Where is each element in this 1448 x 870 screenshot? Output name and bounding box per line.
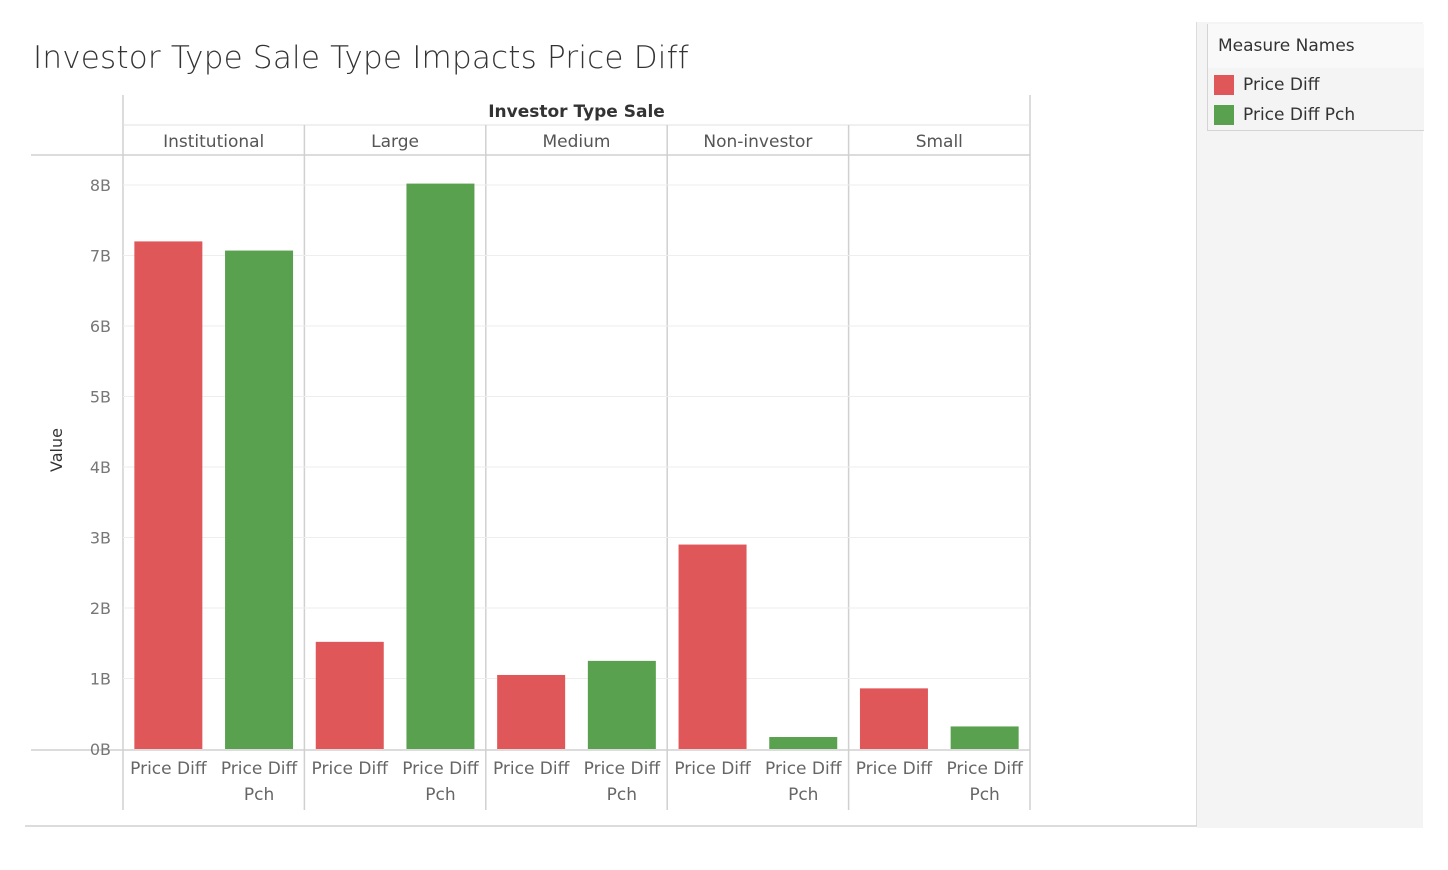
group-label-small: Small: [916, 132, 963, 152]
x-tick-label: Pch: [969, 785, 999, 805]
legend-item-price-diff[interactable]: Price Diff: [1214, 74, 1319, 96]
y-tick-label-6: 6B: [90, 317, 111, 336]
legend-swatch-price-diff: [1214, 75, 1234, 95]
x-tick-label: Pch: [425, 785, 455, 805]
x-tick-label: Price Diff: [946, 759, 1024, 779]
bar-medium-price-diff: [497, 674, 566, 749]
x-tick-label: Price Diff: [221, 759, 299, 779]
bar-non-investor-price-diff-pch: [769, 737, 838, 749]
legend-item-price-diff-pch[interactable]: Price Diff Pch: [1214, 104, 1355, 126]
bar-institutional-price-diff: [134, 241, 203, 749]
group-label-institutional: Institutional: [163, 132, 264, 152]
group-label-medium: Medium: [543, 132, 611, 152]
x-tick-label: Pch: [607, 785, 637, 805]
y-tick-label-3: 3B: [90, 529, 111, 548]
x-tick-label: Pch: [244, 785, 274, 805]
bar-medium-price-diff-pch: [587, 660, 656, 749]
legend-panel: Measure Names Price Diff Price Diff Pch: [1197, 22, 1424, 828]
legend-label-price-diff-pch: Price Diff Pch: [1243, 105, 1356, 125]
y-tick-label-0: 0B: [90, 740, 111, 759]
x-tick-label: Price Diff: [493, 759, 571, 779]
x-tick-label: Price Diff: [312, 759, 390, 779]
y-tick-label-2: 2B: [90, 599, 111, 618]
x-tick-label: Pch: [788, 785, 818, 805]
y-tick-label-1: 1B: [90, 670, 111, 689]
bar-institutional-price-diff-pch: [225, 250, 294, 749]
y-axis-label: Value: [47, 428, 66, 472]
legend-swatch-price-diff-pch: [1214, 105, 1234, 125]
bar-large-price-diff-pch: [406, 183, 475, 750]
group-label-non-investor: Non-investor: [703, 132, 812, 152]
y-tick-label-5: 5B: [90, 388, 111, 407]
x-tick-label: Price Diff: [402, 759, 480, 779]
bar-small-price-diff: [859, 688, 928, 749]
legend-label-price-diff: Price Diff: [1243, 75, 1320, 95]
x-tick-label: Price Diff: [130, 759, 208, 779]
y-tick-label-8: 8B: [90, 176, 111, 195]
bar-small-price-diff-pch: [950, 726, 1019, 749]
legend-title: Measure Names: [1218, 36, 1355, 56]
legend: Measure Names Price Diff Price Diff Pch: [1207, 24, 1424, 131]
bar-large-price-diff: [315, 641, 384, 749]
x-tick-label: Price Diff: [674, 759, 752, 779]
column-header-title: Investor Type Sale: [488, 102, 665, 122]
labels: Investor Type Sale Value 0B 1B 2B 3B 4B 5B 6B 7B 8…: [47, 102, 1024, 805]
bars: [134, 183, 1019, 750]
bar-non-investor-price-diff: [678, 544, 747, 749]
group-label-large: Large: [371, 132, 419, 152]
y-tick-label-7: 7B: [90, 247, 111, 266]
x-tick-label: Price Diff: [765, 759, 843, 779]
x-tick-label: Price Diff: [584, 759, 662, 779]
legend-title-strip: [1208, 24, 1424, 68]
x-tick-label: Price Diff: [856, 759, 934, 779]
y-tick-label-4: 4B: [90, 458, 111, 477]
chart-title: Investor Type Sale Type Impacts Price Di…: [33, 40, 689, 76]
